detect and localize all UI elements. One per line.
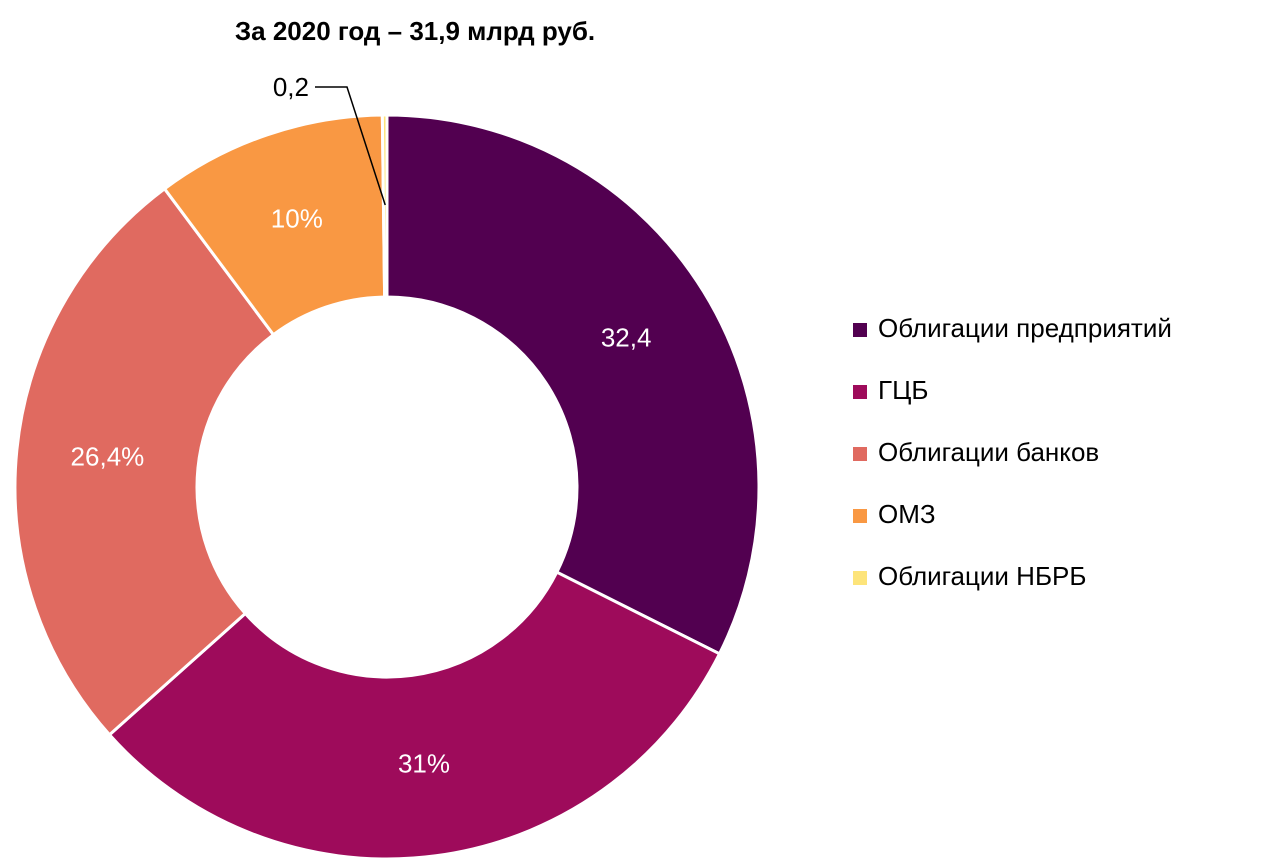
donut-slice [380,113,389,299]
legend-label: Облигации предприятий [878,313,1172,343]
legend-swatch [853,509,867,523]
data-label: 0,2 [273,72,309,102]
legend-label: Облигации банков [878,437,1099,467]
legend-swatch [853,323,867,337]
donut-slice [13,186,276,737]
leader-line [315,86,386,206]
legend-swatch [853,571,867,585]
chart-title: За 2020 год – 31,9 млрд руб. [235,16,595,46]
data-label: 32,4 [601,322,652,352]
legend-label: ОМЗ [878,499,936,529]
legend-swatch [853,385,867,399]
donut-slice [107,570,722,859]
legend-label: Облигации НБРБ [878,561,1086,591]
donut-slice [385,113,761,656]
legend-swatch [853,447,867,461]
legend-label: ГЦБ [878,375,928,405]
data-label: 31% [398,748,450,778]
data-label: 10% [271,204,323,234]
data-label: 26,4% [71,442,145,472]
